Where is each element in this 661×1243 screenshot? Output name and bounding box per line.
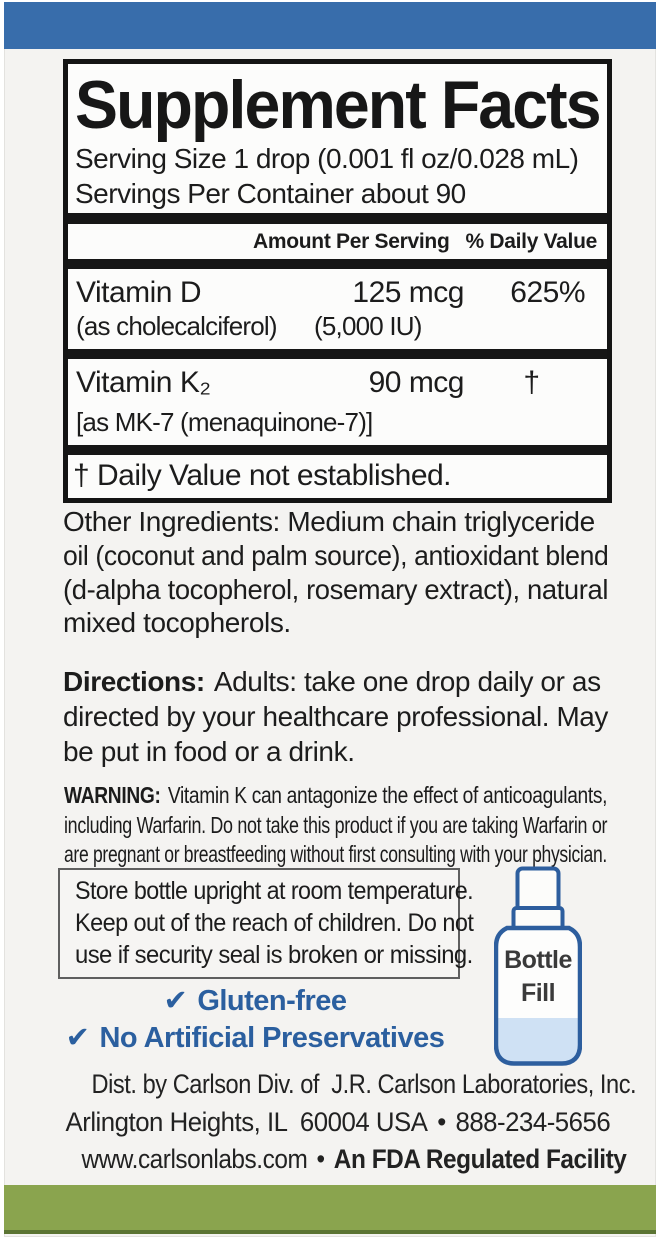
divider bbox=[68, 213, 607, 224]
address-phone-line: Arlington Heights, IL 60004 USA • 888-234-… bbox=[65, 1106, 611, 1137]
column-header-daily-value: % Daily Value bbox=[465, 230, 597, 253]
panel-title: Supplement Facts bbox=[75, 67, 602, 143]
nutrient-daily-value: † bbox=[523, 366, 540, 399]
panel-header: Supplement Facts Serving Size 1 drop (0.… bbox=[68, 64, 607, 211]
bottle-icon bbox=[494, 866, 582, 1066]
bottle-fill-level bbox=[496, 1018, 580, 1064]
directions: Directions: Adults: take one drop daily o… bbox=[63, 666, 608, 767]
nutrient-detail: (as cholecalciferol) bbox=[76, 311, 278, 341]
nutrient-amount: 90 mcg bbox=[368, 366, 465, 399]
footer: Dist. by Carlson Div. of J.R. Carlson La… bbox=[58, 1066, 637, 1179]
bottle-fill-label: Bottle Fill bbox=[504, 946, 572, 1007]
nutrient-amount: 125 mcg bbox=[352, 276, 464, 309]
bottle-illustration: Bottle Fill bbox=[494, 866, 582, 1066]
divider bbox=[68, 349, 607, 359]
divider bbox=[68, 259, 607, 269]
nutrient-name: Vitamin K₂ bbox=[76, 366, 211, 399]
top-bar bbox=[4, 2, 656, 49]
nutrient-row-vitamin-d: Vitamin D 125 mcg 625% (as cholecalcifer… bbox=[68, 269, 607, 349]
nutrient-row-vitamin-k2: Vitamin K₂ 90 mcg † [as MK-7 (menaquinon… bbox=[68, 359, 607, 445]
claim-no-artificial-preservatives: ✔ No Artificial Preservatives bbox=[65, 1022, 445, 1054]
divider bbox=[68, 445, 607, 455]
table-column-headers: Amount Per Serving % Daily Value bbox=[68, 224, 607, 259]
nutrient-daily-value: 625% bbox=[510, 276, 585, 309]
bottom-bar bbox=[4, 1185, 656, 1234]
nutrient-name: Vitamin D bbox=[76, 276, 202, 309]
website-facility-line: www.carlsonlabs.com • An FDA Regulated Fac… bbox=[81, 1144, 627, 1174]
bottle-cap bbox=[515, 866, 561, 913]
claim-gluten-free: ✔ Gluten-free bbox=[163, 985, 348, 1017]
claims: ✔ Gluten-free ✔ No Artificial Preservative… bbox=[30, 983, 480, 1057]
warning: WARNING: Vitamin K can antagonize the eff… bbox=[64, 782, 608, 867]
servings-per-container: Servings Per Container about 90 bbox=[75, 177, 466, 209]
serving-size: Serving Size 1 drop (0.001 fl oz/0.028 m… bbox=[75, 143, 579, 174]
checkmark-icon: ✔ bbox=[65, 1022, 90, 1054]
daily-value-footnote: † Daily Value not established. bbox=[73, 458, 452, 492]
distributor-line: Dist. by Carlson Div. of J.R. Carlson La… bbox=[91, 1069, 637, 1099]
nutrient-detail: [as MK-7 (menaquinone-7)] bbox=[76, 407, 373, 437]
storage-notice: Store bottle upright at room temperature… bbox=[58, 868, 474, 979]
nutrient-amount-detail: (5,000 IU) bbox=[314, 311, 422, 341]
column-header-amount: Amount Per Serving bbox=[253, 230, 450, 253]
checkmark-icon: ✔ bbox=[163, 985, 188, 1017]
other-ingredients: Other Ingredients: Medium chain triglyce… bbox=[63, 506, 609, 639]
supplement-facts-panel: Supplement Facts Serving Size 1 drop (0.… bbox=[63, 59, 612, 503]
